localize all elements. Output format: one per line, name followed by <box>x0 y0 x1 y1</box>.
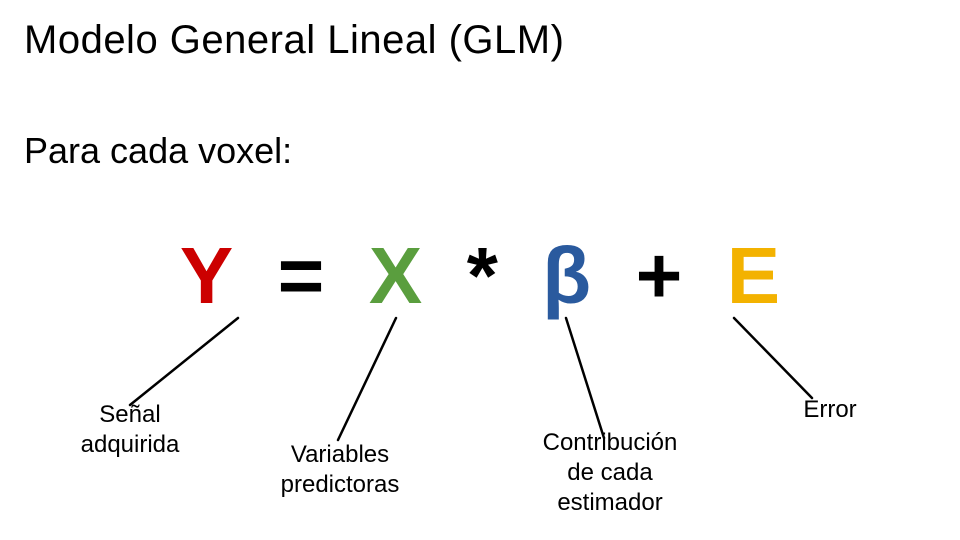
connector-Y <box>130 318 238 405</box>
connector-E <box>734 318 812 398</box>
term-E: E <box>727 230 780 322</box>
label-B-line2: de cada <box>525 458 695 488</box>
term-X: X <box>369 230 422 322</box>
label-E: Error <box>770 395 890 425</box>
subtitle: Para cada voxel: <box>24 130 292 172</box>
term-Y: Y <box>180 230 233 322</box>
label-X-line1: Variables <box>260 440 420 470</box>
label-B-line3: estimador <box>525 488 695 518</box>
label-X-line2: predictoras <box>260 470 420 500</box>
term-beta: β <box>542 230 591 322</box>
glm-equation: Y = X * β + E <box>0 230 960 322</box>
label-X: Variables predictoras <box>260 440 420 500</box>
label-E-line1: Error <box>770 395 890 425</box>
term-plus: + <box>636 230 683 322</box>
label-Y: Señal adquirida <box>50 400 210 460</box>
term-equals: = <box>278 230 325 322</box>
label-B-line1: Contribución <box>525 428 695 458</box>
label-Y-line2: adquirida <box>50 430 210 460</box>
label-B: Contribución de cada estimador <box>525 428 695 518</box>
page-title: Modelo General Lineal (GLM) <box>24 18 564 63</box>
connector-B <box>566 318 604 438</box>
label-Y-line1: Señal <box>50 400 210 430</box>
connector-X <box>338 318 396 440</box>
term-multiply: * <box>467 230 498 322</box>
